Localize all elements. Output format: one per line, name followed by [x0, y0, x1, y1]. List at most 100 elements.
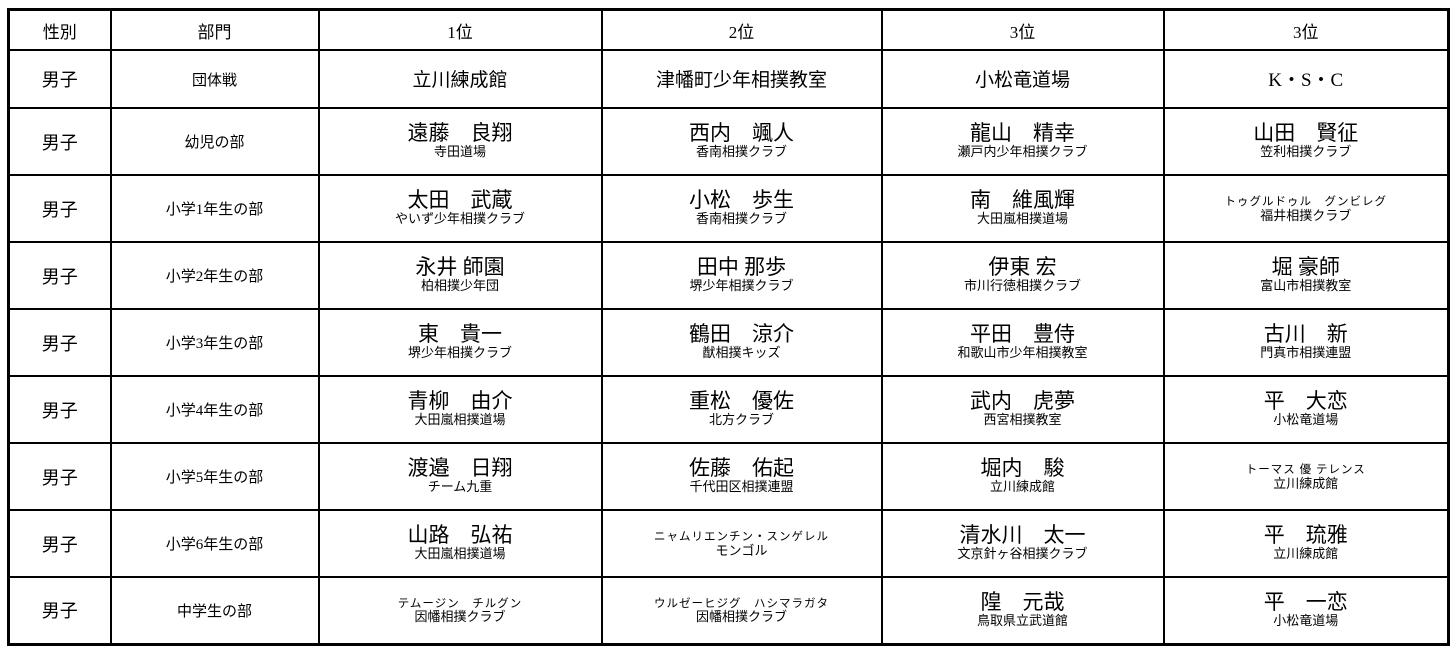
place-cell: 堀 豪師 富山市相撲教室 — [1162, 241, 1450, 310]
place-cell: 重松 優佐 北方クラブ — [600, 375, 883, 444]
winner-name: 重松 優佐 — [689, 388, 794, 413]
place-cell-content: 西内 颯人 香南相撲クラブ — [604, 120, 880, 163]
winner-name: 遠藤 良翔 — [407, 120, 513, 145]
winner-club: 堺少年相撲クラブ — [407, 344, 512, 360]
place-cell-content: 太田 武蔵 やいず少年相撲クラブ — [321, 187, 600, 230]
place-cell-content: トゥグルドゥル グンビレグ 福井相撲クラブ — [1166, 190, 1447, 227]
place-cell-content: 小松竜道場 — [884, 63, 1162, 96]
header-3rd-place: 3位 — [1162, 8, 1450, 51]
division-cell: 中学生の部 — [109, 576, 320, 645]
place-cell: 渡邉 日翔 チーム九重 — [317, 442, 603, 511]
winner-name: 平 一恋 — [1263, 589, 1348, 614]
gender-cell: 男子 — [7, 509, 112, 578]
division-cell: 小学3年生の部 — [109, 308, 320, 377]
table-row: 男子 幼児の部 遠藤 良翔 寺田道場 西内 颯人 香南相撲クラブ 龍山 精幸 瀬戸内少年相撲ク… — [7, 107, 1450, 176]
winner-name: 堀 豪師 — [1271, 254, 1340, 279]
place-cell: トゥグルドゥル グンビレグ 福井相撲クラブ — [1162, 174, 1450, 243]
team-name: 津幡町少年相撲教室 — [655, 69, 827, 91]
place-cell: 小松 歩生 香南相撲クラブ — [600, 174, 883, 243]
results-table: 性別 部門 1位 2位 3位 3位 男子 団体戦 立川練成館 津幡町少年相撲教室 小松竜… — [7, 8, 1450, 646]
place-cell-content: 重松 優佐 北方クラブ — [604, 388, 880, 431]
place-cell: 東 貴一 堺少年相撲クラブ — [317, 308, 603, 377]
winner-name: ニャムリエンチン・スンゲレル — [654, 531, 829, 544]
team-name: K・S・C — [1268, 69, 1344, 91]
place-cell: ウルゼーヒジグ ハシマラガタ 因幡相撲クラブ — [600, 576, 883, 645]
winner-name: 佐藤 佑起 — [689, 455, 794, 480]
place-cell: 清水川 太一 文京針ヶ谷相撲クラブ — [880, 509, 1165, 578]
winner-club: 市川行徳相撲クラブ — [963, 277, 1081, 293]
gender-cell: 男子 — [7, 308, 112, 377]
winner-club: チーム九重 — [427, 478, 493, 494]
winner-name: 田中 那歩 — [696, 254, 787, 279]
place-cell-content: 伊東 宏市川行徳相撲クラブ — [884, 254, 1162, 297]
header-gender: 性別 — [7, 8, 112, 51]
table-row: 男子 小学5年生の部 渡邉 日翔 チーム九重 佐藤 佑起 千代田区相撲連盟 堀内 駿立川練成… — [7, 442, 1450, 511]
winner-club: 大田嵐相撲道場 — [414, 545, 506, 561]
winner-name: 小松 歩生 — [689, 187, 794, 212]
winner-club: 笠利相撲クラブ — [1260, 143, 1352, 159]
place-cell-content: 遠藤 良翔 寺田道場 — [321, 120, 600, 163]
winner-name: トゥグルドゥル グンビレグ — [1224, 196, 1387, 209]
place-cell-content: 渡邉 日翔 チーム九重 — [321, 455, 600, 498]
winner-club: 因幡相撲クラブ — [695, 609, 787, 625]
winner-club: 小松竜道場 — [1273, 411, 1339, 427]
winner-name: テムージン チルグン — [397, 597, 523, 610]
place-cell-content: 平 琉雅 立川練成館 — [1166, 522, 1447, 565]
winner-name: 東 貴一 — [418, 321, 502, 346]
place-cell-content: 清水川 太一 文京針ヶ谷相撲クラブ — [884, 522, 1162, 565]
gender-cell: 男子 — [7, 241, 112, 310]
place-cell-content: 平田 豊侍 和歌山市少年相撲教室 — [884, 321, 1162, 364]
gender-cell: 男子 — [7, 442, 112, 511]
winner-name: 龍山 精幸 — [970, 120, 1075, 145]
place-cell: 龍山 精幸 瀬戸内少年相撲クラブ — [880, 107, 1165, 176]
place-cell: 武内 虎夢 西宮相撲教室 — [880, 375, 1165, 444]
place-cell: 津幡町少年相撲教室 — [600, 49, 883, 109]
team-name: 立川練成館 — [412, 69, 508, 91]
winner-club: 大田嵐相撲道場 — [976, 210, 1068, 226]
place-cell-content: 佐藤 佑起 千代田区相撲連盟 — [604, 455, 880, 498]
gender-cell: 男子 — [7, 375, 112, 444]
winner-club: 富山市相撲教室 — [1260, 277, 1352, 293]
table-row: 男子 小学4年生の部 青柳 由介 大田嵐相撲道場 重松 優佐 北方クラブ 武内 虎夢 西宮相撲… — [7, 375, 1450, 444]
place-cell-content: 堀 豪師 富山市相撲教室 — [1166, 254, 1447, 297]
division-cell: 小学5年生の部 — [109, 442, 320, 511]
division-cell: 幼児の部 — [109, 107, 320, 176]
winner-club: 立川練成館 — [1273, 545, 1339, 561]
header-1st-place: 1位 — [317, 8, 603, 51]
place-cell-content: 小松 歩生 香南相撲クラブ — [604, 187, 880, 230]
winner-club: 因幡相撲クラブ — [414, 609, 506, 625]
division-cell: 小学1年生の部 — [109, 174, 320, 243]
place-cell: 平 大恋 小松竜道場 — [1162, 375, 1450, 444]
winner-name: トーマス 優 テレンス — [1245, 464, 1366, 477]
table-row: 男子 中学生の部 テムージン チルグン 因幡相撲クラブ ウルゼーヒジグ ハシマラガタ 因幡… — [7, 576, 1450, 645]
place-cell: 田中 那歩 堺少年相撲クラブ — [600, 241, 883, 310]
place-cell: 小松竜道場 — [880, 49, 1165, 109]
winner-club: 文京針ヶ谷相撲クラブ — [957, 545, 1088, 561]
results-tbody: 男子 団体戦 立川練成館 津幡町少年相撲教室 小松竜道場 K・S・C 男子 幼児の部 遠藤 良翔… — [7, 49, 1450, 645]
winner-name: 永井 師園 — [415, 254, 505, 279]
header-3rd-place: 3位 — [880, 8, 1165, 51]
place-cell-content: 平 大恋 小松竜道場 — [1166, 388, 1447, 431]
division-cell: 小学4年生の部 — [109, 375, 320, 444]
winner-club: 和歌山市少年相撲教室 — [957, 344, 1088, 360]
table-row: 男子 小学3年生の部東 貴一 堺少年相撲クラブ 鶴田 涼介 猷相撲キッズ 平田 豊侍 和歌山… — [7, 308, 1450, 377]
winner-club: 大田嵐相撲道場 — [414, 411, 506, 427]
place-cell: 伊東 宏市川行徳相撲クラブ — [880, 241, 1165, 310]
winner-club: 寺田道場 — [433, 143, 486, 159]
gender-cell: 男子 — [7, 107, 112, 176]
winner-club: モンゴル — [715, 542, 768, 558]
gender-cell: 男子 — [7, 49, 112, 109]
table-row: 男子 小学1年生の部 太田 武蔵 やいず少年相撲クラブ 小松 歩生 香南相撲クラブ南 維風… — [7, 174, 1450, 243]
place-cell-content: テムージン チルグン 因幡相撲クラブ — [321, 592, 600, 629]
place-cell-content: ニャムリエンチン・スンゲレル モンゴル — [604, 525, 880, 562]
place-cell: 堀内 駿立川練成館 — [880, 442, 1165, 511]
winner-name: 隍 元哉 — [980, 589, 1065, 614]
place-cell: 遠藤 良翔 寺田道場 — [317, 107, 603, 176]
winner-club: 柏相撲少年団 — [420, 277, 499, 293]
winner-name: 堀内 駿 — [980, 455, 1065, 480]
winner-club: 香南相撲クラブ — [695, 210, 787, 226]
winner-name: 青柳 由介 — [407, 388, 513, 413]
division-cell: 団体戦 — [109, 49, 320, 109]
winner-name: 渡邉 日翔 — [407, 455, 513, 480]
